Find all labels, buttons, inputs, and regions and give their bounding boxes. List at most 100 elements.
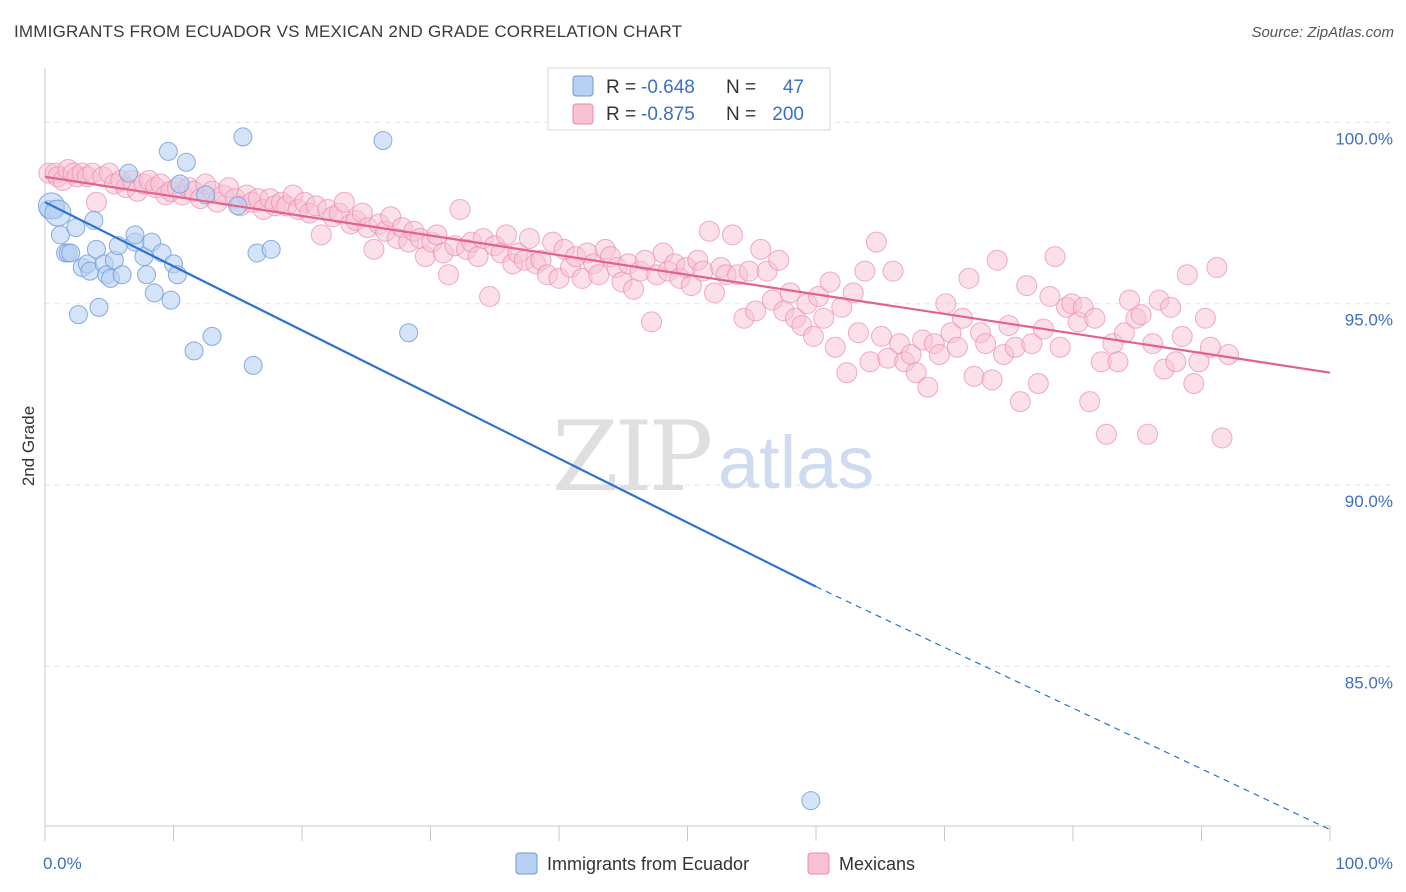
x-tick-label-0: 0.0% (43, 854, 82, 873)
legend-n-value-2: 200 (772, 104, 804, 125)
legend-n-value-1: 47 (783, 77, 804, 98)
x-tick-label-1: 100.0% (1335, 854, 1393, 873)
mexicans-point-78 (479, 285, 501, 307)
ecuador-point-19 (112, 265, 132, 285)
mexicans-point-182 (1079, 391, 1101, 413)
mexicans-point-200 (1183, 373, 1205, 395)
mexicans-point-197 (1165, 351, 1187, 373)
mexicans-point-124 (745, 300, 767, 322)
legend-box: R = -0.648 N = 47 R = -0.875 N = 200 (547, 67, 831, 131)
mexicans-point-71 (437, 264, 459, 286)
mexicans-point-161 (958, 267, 980, 289)
ecuador-trend-line (44, 201, 817, 588)
bottom-legend-swatch-mexicans (807, 852, 830, 875)
mexicans-point-152 (905, 362, 927, 384)
mexicans-point-175 (1039, 285, 1061, 307)
mexicans-point-146 (871, 325, 893, 347)
mexicans-point-145 (865, 231, 887, 253)
y-tick-labels: 85.0% 90.0% 95.0% 100.0% (1335, 129, 1393, 692)
mexicans-point-176 (1044, 246, 1066, 268)
ecuador-point-20 (119, 163, 139, 183)
legend-r-label-1: R = (606, 77, 636, 98)
mexicans-point-128 (768, 249, 790, 271)
mexicans-point-204 (1206, 256, 1228, 278)
trend-lines (44, 175, 1331, 831)
mexicans-point-106 (641, 311, 663, 333)
mexicans-points (38, 159, 1239, 449)
legend-r-value-1: -0.648 (641, 77, 695, 98)
ecuador-point-43 (399, 323, 419, 343)
ecuador-points (37, 127, 821, 811)
mexicans-point-166 (986, 249, 1008, 271)
mexicans-point-199 (1176, 264, 1198, 286)
y-tick-label-3: 100.0% (1335, 129, 1393, 148)
mexicans-point-154 (917, 376, 939, 398)
mexicans-point-185 (1095, 423, 1117, 445)
ecuador-point-42 (373, 131, 393, 151)
ecuador-point-29 (161, 290, 181, 310)
mexicans-point-183 (1084, 307, 1106, 329)
mexicans-point-144 (859, 351, 881, 373)
mexicans-point-205 (1211, 427, 1233, 449)
y-tick-label-2: 95.0% (1345, 311, 1393, 330)
ecuador-point-38 (233, 127, 253, 147)
ecuador-point-5 (61, 243, 81, 263)
mexicans-point-170 (1009, 391, 1031, 413)
ecuador-point-26 (144, 283, 164, 303)
mexicans-point-58 (363, 238, 385, 260)
ecuador-trend-extension (815, 586, 1331, 831)
mexicans-point-85 (518, 227, 540, 249)
ecuador-point-44 (801, 791, 821, 811)
legend-r-value-2: -0.875 (641, 104, 695, 125)
mexicans-point-162 (963, 365, 985, 387)
mexicans-point-188 (1113, 322, 1135, 344)
watermark-atlas-text: atlas (718, 421, 874, 504)
mexicans-point-203 (1199, 336, 1221, 358)
y-axis-label: 2nd Grade (19, 406, 38, 486)
ecuador-point-41 (261, 239, 281, 259)
ecuador-point-39 (243, 355, 263, 375)
watermark-zip-text: ZIP (552, 401, 711, 513)
ecuador-point-28 (158, 141, 178, 161)
mexicans-point-191 (1130, 304, 1152, 326)
mexicans-point-81 (495, 224, 517, 246)
mexicans-point-138 (824, 336, 846, 358)
bottom-legend-label-mexicans: Mexicans (839, 854, 915, 874)
mexicans-point-143 (854, 260, 876, 282)
mexicans-point-116 (698, 220, 720, 242)
source-label: Source: ZipAtlas.com (1251, 24, 1394, 41)
mexicans-point-192 (1137, 423, 1159, 445)
mexicans-point-120 (721, 224, 743, 246)
ecuador-point-32 (170, 174, 190, 194)
ecuador-point-33 (176, 152, 196, 172)
mexicans-point-157 (935, 293, 957, 315)
legend-swatch-mexicans (572, 103, 594, 125)
bottom-legend-swatch-ecuador (515, 852, 538, 875)
mexicans-point-140 (836, 362, 858, 384)
y-tick-label-0: 85.0% (1345, 673, 1393, 692)
mexicans-point-142 (847, 322, 869, 344)
x-tick-labels: 0.0% 100.0% (43, 854, 1393, 873)
watermark: ZIP atlas (552, 401, 874, 513)
mexicans-point-117 (703, 282, 725, 304)
mexicans-point-206 (1217, 344, 1239, 366)
ecuador-point-7 (68, 305, 88, 325)
mexicans-point-173 (1027, 373, 1049, 395)
bottom-legend: Immigrants from Ecuador Mexicans (515, 852, 915, 875)
mexicans-point-125 (750, 238, 772, 260)
ecuador-point-22 (125, 225, 145, 245)
mexicans-point-164 (975, 333, 997, 355)
mexicans-point-10 (85, 191, 107, 213)
mexicans-point-198 (1171, 325, 1193, 347)
mexicans-point-73 (449, 198, 471, 220)
mexicans-point-123 (738, 260, 760, 282)
mexicans-point-134 (802, 325, 824, 347)
ecuador-point-35 (196, 185, 216, 205)
ecuador-point-13 (89, 297, 109, 317)
legend-n-label-2: N = (726, 104, 756, 125)
mexicans-point-53 (333, 191, 355, 213)
mexicans-point-187 (1107, 351, 1129, 373)
mexicans-point-105 (634, 249, 656, 271)
legend-r-label-2: R = (606, 104, 636, 125)
